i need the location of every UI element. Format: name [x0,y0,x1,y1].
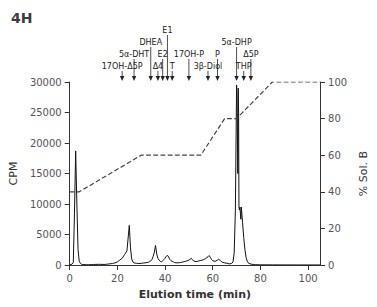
svg-text:E1: E1 [162,26,172,35]
svg-text:T: T [169,62,175,71]
svg-text:0: 0 [67,273,73,284]
svg-text:5α-DHT: 5α-DHT [119,50,149,59]
svg-text:10000: 10000 [30,199,62,210]
svg-text:17OH-P: 17OH-P [174,50,204,59]
svg-text:Δ5P: Δ5P [243,50,259,59]
svg-text:20000: 20000 [30,138,62,149]
svg-text:P: P [215,50,220,59]
svg-text:0: 0 [328,260,334,271]
svg-text:% Sol. B: % Sol. B [357,151,370,196]
svg-text:80: 80 [254,273,267,284]
svg-text:E2: E2 [158,50,168,59]
svg-text:25000: 25000 [30,107,62,118]
svg-text:80: 80 [328,113,341,124]
svg-text:DHEA: DHEA [139,38,162,47]
svg-text:100: 100 [299,273,318,284]
svg-text:60: 60 [206,273,219,284]
svg-text:Δ4: Δ4 [153,62,164,71]
svg-text:CPM: CPM [7,162,20,186]
svg-text:Elution time (min): Elution time (min) [139,288,251,301]
svg-text:60: 60 [328,150,341,161]
svg-text:5000: 5000 [36,229,61,240]
svg-text:THP: THP [235,62,252,71]
svg-text:3β-Diol: 3β-Diol [194,62,223,71]
svg-text:20: 20 [328,223,341,234]
svg-text:100: 100 [328,77,347,88]
svg-text:20: 20 [111,273,124,284]
svg-text:15000: 15000 [30,168,62,179]
svg-text:17OH-Δ5P: 17OH-Δ5P [102,62,143,71]
svg-text:5α-DHP: 5α-DHP [221,38,251,47]
svg-text:40: 40 [328,186,341,197]
svg-text:4H: 4H [11,10,32,26]
svg-text:30000: 30000 [30,77,62,88]
svg-text:0: 0 [55,260,61,271]
svg-text:40: 40 [159,273,172,284]
